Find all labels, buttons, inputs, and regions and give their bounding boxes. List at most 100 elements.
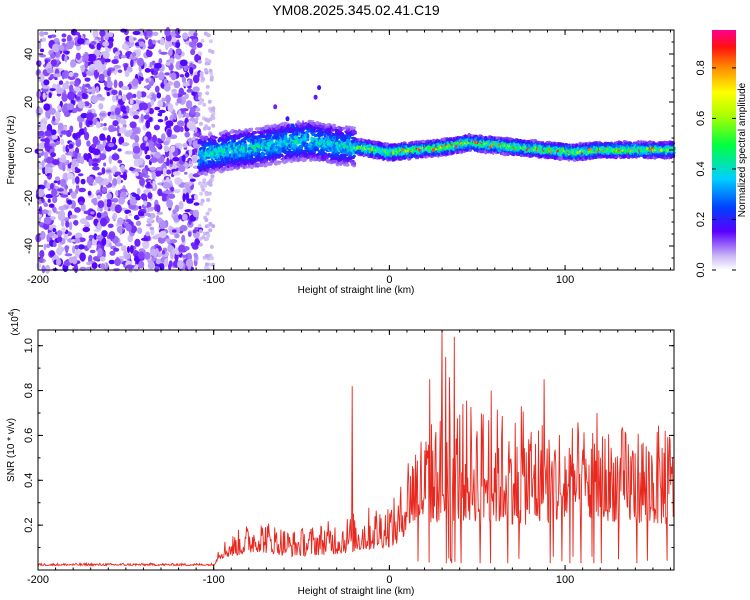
spectrogram-cell [46, 243, 51, 248]
spectrogram-cell [44, 130, 52, 137]
spectrogram-cell [75, 32, 81, 36]
spectrogram-cell [156, 204, 161, 213]
spectrogram-cell [153, 251, 157, 259]
spectrogram-cell [153, 71, 159, 76]
spectrogram-cell [200, 76, 205, 81]
spectrogram-cell [143, 85, 152, 89]
spectrogram-cell [101, 167, 106, 175]
spectrogram-cell [172, 248, 176, 255]
spectrogram-cell [136, 90, 142, 100]
spectrogram-cell [211, 262, 215, 267]
spectrogram-cell [116, 175, 122, 185]
spectrogram-cell [52, 241, 57, 248]
spectrogram-cell [161, 97, 166, 102]
spectrogram-cell [37, 213, 42, 218]
spectrogram-cell [46, 235, 50, 243]
spectrogram-cell [177, 120, 185, 127]
spectrogram-cell [172, 157, 180, 162]
spectrogram-cell [125, 94, 132, 99]
spectrogram-cell [204, 262, 209, 267]
spectrogram-cell [198, 229, 203, 234]
spectrogram-cell [154, 62, 162, 69]
spectrogram-cell [323, 154, 330, 159]
spectrogram-cell [39, 250, 45, 258]
spectrogram-cell [88, 234, 95, 240]
spectrogram-cell [52, 227, 57, 233]
spectrogram-cell [90, 211, 95, 215]
spectrogram-cell [129, 245, 134, 254]
spectrogram-cell [150, 228, 155, 236]
spectrogram-cell [82, 73, 87, 78]
spectrogram-cell [114, 51, 121, 56]
spectrogram-cell [101, 230, 108, 238]
spectrogram-cell [109, 250, 116, 256]
spectrogram-cell [96, 194, 102, 200]
spectrogram-cell [163, 145, 170, 153]
spectrogram-cell [113, 65, 121, 69]
spectrogram-cell [150, 99, 155, 106]
spectrogram-cell [137, 57, 144, 67]
spectrogram-cell [181, 213, 188, 221]
spectrogram-cell [143, 114, 150, 120]
spectrogram-cell [158, 71, 165, 81]
spectrogram-cell [48, 203, 55, 208]
spectrogram-cell [133, 250, 138, 254]
spectrogram-cell [156, 143, 161, 148]
spectrogram-cell [79, 218, 88, 225]
spectrogram-cell [306, 133, 310, 139]
spectrogram-cell [55, 110, 61, 119]
spectrogram-cell [43, 203, 49, 207]
spectrogram-cell [178, 244, 186, 253]
spectrogram-cell [189, 36, 197, 39]
spectrogram-cell [100, 217, 108, 227]
spectrogram-cell [69, 84, 74, 94]
spectrogram-cell [167, 193, 176, 199]
spectrogram-cell [66, 103, 75, 111]
spectrogram-cell [95, 176, 103, 184]
spectrogram-cell [133, 168, 141, 172]
spectrogram-cell [111, 59, 119, 65]
spectrogram-cell [107, 223, 114, 228]
spectrogram-cell [101, 186, 108, 193]
spectrogram-cell [106, 199, 112, 208]
spectrogram-cell [132, 78, 139, 87]
spectrogram-cell [200, 198, 205, 203]
spectrogram-cell [255, 157, 260, 162]
spectrogram-cell [75, 139, 82, 148]
spectrogram-cell [92, 148, 101, 156]
spectrogram-cell [60, 138, 65, 146]
spectrogram-cell [192, 156, 198, 164]
spectrogram-cell [128, 35, 134, 43]
spectrogram-cell [131, 193, 140, 197]
spectrogram-cell [46, 62, 52, 68]
spectrogram-cell [181, 78, 186, 83]
spectrogram-cell [205, 91, 210, 96]
spectrogram-cell [88, 158, 93, 167]
spectrogram-cell [186, 121, 193, 129]
spectrogram-cell [124, 150, 133, 155]
spectrogram-cell [315, 121, 320, 125]
spectrogram-cell [157, 188, 163, 197]
spectrogram-cell [86, 176, 95, 185]
spectrogram-cell [156, 211, 163, 215]
spectrogram-cell [147, 206, 155, 211]
spectrogram-cell [174, 177, 182, 185]
spectrogram-cell [108, 69, 112, 75]
spectrogram-cell [162, 181, 171, 189]
spectrogram-cell [72, 245, 76, 254]
spectrogram-cell [129, 197, 138, 206]
spectrogram-cell [52, 43, 60, 53]
spectrogram-cell [189, 78, 193, 86]
spectrogram-cell [145, 50, 153, 58]
spectrogram-cell [66, 199, 73, 205]
spectrogram-cell [67, 192, 71, 196]
spectrogram-cell [120, 55, 127, 59]
spectrogram-cell [204, 61, 209, 66]
spectrogram-cell [43, 31, 49, 35]
spectrogram-cell [52, 206, 57, 213]
spectrogram-cell [208, 228, 213, 233]
spectrogram-cell [285, 122, 290, 125]
spectrogram-cell [157, 99, 164, 108]
spectrogram-cell [36, 262, 41, 270]
spectrogram-cell [36, 60, 42, 67]
